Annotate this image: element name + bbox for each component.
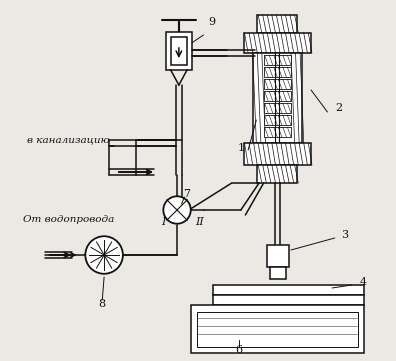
Bar bbox=[213, 285, 364, 295]
Bar bbox=[264, 127, 291, 137]
Bar bbox=[267, 245, 289, 267]
Text: От водопровода: От водопровода bbox=[23, 216, 114, 225]
Text: 4: 4 bbox=[360, 277, 367, 287]
Bar bbox=[244, 33, 311, 53]
Bar bbox=[264, 103, 291, 113]
Text: I: I bbox=[161, 217, 166, 227]
Bar bbox=[264, 91, 291, 101]
Bar bbox=[264, 67, 291, 77]
Bar bbox=[213, 295, 364, 305]
Bar bbox=[166, 32, 192, 70]
Bar bbox=[244, 143, 311, 165]
Text: II: II bbox=[196, 217, 204, 227]
Bar bbox=[257, 165, 297, 183]
Circle shape bbox=[163, 196, 191, 224]
Bar bbox=[191, 305, 364, 353]
Text: 6: 6 bbox=[236, 345, 243, 355]
Bar bbox=[171, 37, 187, 65]
Text: 2: 2 bbox=[335, 103, 342, 113]
Text: в канализацию: в канализацию bbox=[27, 135, 109, 144]
Text: 8: 8 bbox=[98, 299, 105, 309]
Bar bbox=[270, 267, 286, 279]
Text: 3: 3 bbox=[341, 230, 348, 240]
Bar bbox=[197, 312, 358, 347]
Bar bbox=[264, 55, 291, 65]
Circle shape bbox=[85, 236, 123, 274]
Bar bbox=[253, 53, 302, 143]
Text: 9: 9 bbox=[208, 17, 215, 27]
Bar bbox=[264, 79, 291, 89]
Text: 7: 7 bbox=[183, 189, 190, 199]
Bar bbox=[257, 15, 297, 33]
Bar bbox=[264, 115, 291, 125]
Text: 1: 1 bbox=[237, 143, 244, 153]
